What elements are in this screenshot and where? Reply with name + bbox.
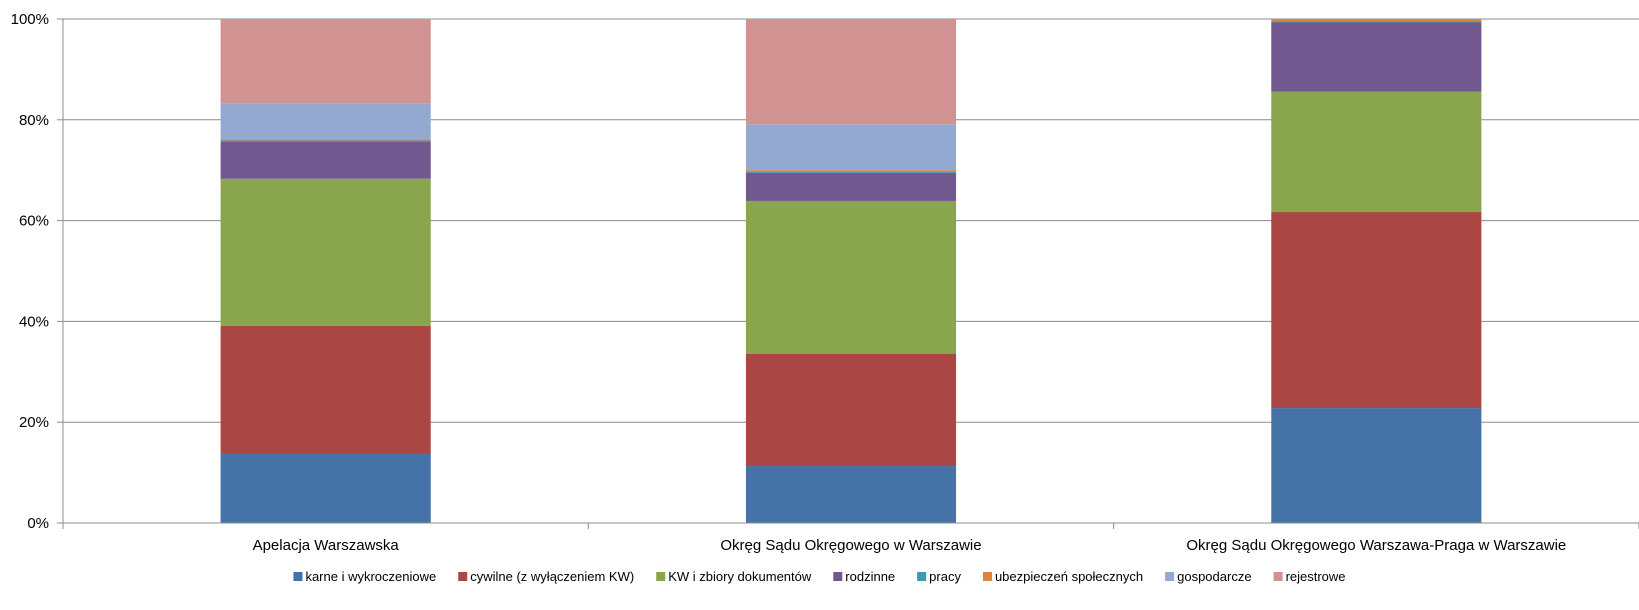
bar-segment bbox=[1271, 21, 1482, 23]
legend: karne i wykroczeniowe cywilne (z wyłączen… bbox=[293, 569, 1346, 584]
x-axis-categories: Apelacja Warszawska Okręg Sądu Okręgowego… bbox=[253, 537, 1567, 554]
x-category-label: Okręg Sądu Okręgowego Warszawa-Praga w W… bbox=[1186, 537, 1566, 554]
bar-segment bbox=[1271, 212, 1482, 409]
bar-segment bbox=[745, 200, 957, 354]
legend-label: KW i zbiory dokumentów bbox=[668, 569, 812, 584]
bar-segment bbox=[745, 124, 957, 171]
bar-segment bbox=[1271, 19, 1482, 22]
legend-swatch bbox=[1165, 572, 1175, 581]
legend-swatch bbox=[458, 572, 468, 581]
bar-segment bbox=[220, 140, 431, 142]
bar-segment bbox=[745, 466, 957, 523]
y-tick-label: 0% bbox=[27, 515, 49, 532]
bar-segment bbox=[220, 325, 431, 454]
y-tick-label: 100% bbox=[11, 11, 49, 28]
bar-segment bbox=[745, 170, 957, 172]
y-tick-label: 60% bbox=[19, 213, 49, 230]
y-tick-label: 40% bbox=[19, 313, 49, 330]
legend-swatch bbox=[1273, 572, 1283, 581]
legend-label: rodzinne bbox=[845, 569, 895, 584]
bar-segment bbox=[745, 171, 957, 173]
legend-label: rejestrowe bbox=[1286, 569, 1346, 584]
bar-segment bbox=[1271, 91, 1482, 213]
bar-segment bbox=[220, 19, 431, 104]
bar-segment bbox=[745, 172, 957, 201]
legend-label: gospodarcze bbox=[1177, 569, 1251, 584]
bar-segment bbox=[220, 141, 431, 179]
bar-segment bbox=[220, 453, 431, 523]
bar-segment bbox=[1271, 22, 1482, 92]
y-axis-ticks: 0% 20% 40% 60% 80% 100% bbox=[11, 11, 49, 532]
legend-swatch bbox=[982, 572, 992, 581]
bar-segment bbox=[220, 103, 431, 140]
legend-label: pracy bbox=[929, 569, 961, 584]
bar-segment bbox=[220, 139, 431, 141]
legend-label: ubezpieczeń społecznych bbox=[995, 569, 1143, 584]
y-tick-label: 80% bbox=[19, 112, 49, 129]
legend-swatch bbox=[656, 572, 666, 581]
y-tick-label: 20% bbox=[19, 414, 49, 431]
legend-swatch bbox=[833, 572, 843, 581]
bar-segment bbox=[745, 19, 957, 125]
x-category-label: Okręg Sądu Okręgowego w Warszawie bbox=[720, 537, 981, 554]
bar-segment bbox=[220, 178, 431, 326]
bars bbox=[220, 19, 1482, 523]
legend-swatch bbox=[917, 572, 927, 581]
bar-segment bbox=[1271, 408, 1482, 523]
axes bbox=[57, 18, 1639, 529]
legend-swatch bbox=[293, 572, 303, 581]
bar-segment bbox=[745, 353, 957, 467]
legend-label: cywilne (z wyłączeniem KW) bbox=[470, 569, 634, 584]
legend-label: karne i wykroczeniowe bbox=[305, 569, 436, 584]
x-category-label: Apelacja Warszawska bbox=[253, 537, 400, 554]
